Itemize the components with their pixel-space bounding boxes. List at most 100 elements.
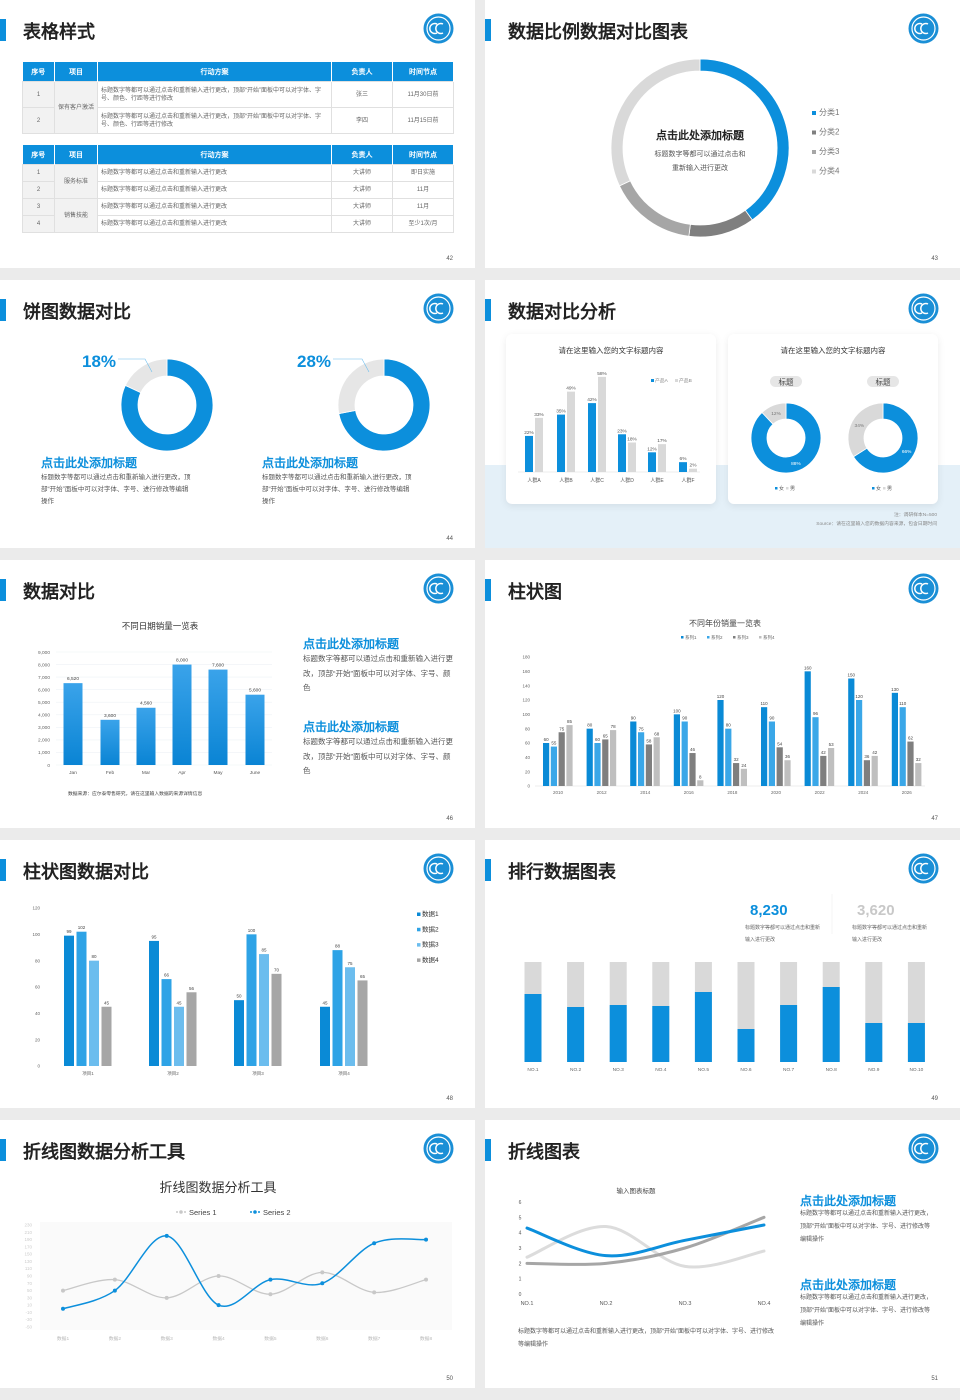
legend-label: 女 (779, 485, 784, 492)
bar-value-label: 120 (855, 694, 863, 699)
bar (557, 414, 565, 472)
axis-label: 人群E (650, 477, 664, 484)
bar (648, 452, 656, 472)
y-tick-label: 190 (24, 1237, 32, 1242)
page-number: 50 (446, 1376, 453, 1382)
logo-circle (908, 1133, 939, 1164)
logo-icon (908, 13, 939, 44)
x-tick-label: 数据7 (368, 1335, 381, 1342)
logo-mark (914, 862, 929, 875)
legend-label: 系列3 (737, 634, 749, 641)
cell-owner: 李四 (331, 107, 393, 134)
bar-value-label: 22% (524, 430, 534, 436)
data-point (112, 1288, 117, 1293)
bar (645, 744, 652, 786)
legend-swatch (417, 958, 421, 962)
bar-value-label: 96 (813, 711, 819, 716)
chart-layer: 折线图数据分析工具 -50 -30 -10 10 30 50 70 90 110 130 150 170… (24, 1180, 452, 1342)
slide45: 数据对比分析45请在这里输入您的文字标题内容请在这里输入您的文字标题内容22%3… (485, 280, 960, 548)
y-tick-label: 5,000 (38, 700, 50, 706)
series-line (525, 1225, 766, 1269)
y-tick-label: 150 (24, 1252, 32, 1257)
center-title: 点击此处添加标题 (656, 128, 745, 142)
data-point (268, 1277, 273, 1282)
logo-icon (423, 853, 454, 884)
y-tick-label: 120 (32, 906, 40, 911)
y-tick-label: 120 (522, 698, 530, 703)
card-title: 请在这里输入您的文字标题内容 (781, 345, 886, 355)
slide-title: 数据对比分析 (508, 302, 616, 322)
logo-circle (423, 293, 454, 324)
slide43: 数据比例数据对比图表 43 点击此处添加标题 标题数字等都可以通过点击和 重新输入进行更… (485, 0, 960, 268)
center-text: 标题数字等都可以通过点击和 (655, 149, 746, 158)
donut-slice (847, 402, 884, 458)
bar (725, 728, 732, 786)
page-number: 51 (931, 1376, 938, 1382)
donut-tag-label: 标题 (876, 377, 891, 387)
block-heading: 点击此处添加标题 (262, 456, 359, 470)
header-row: 序号 项目 行动方案 负责人 时间节点 (22, 145, 454, 165)
chart-title: 输入图表标题 (617, 1186, 657, 1195)
legend-label: Series 1 (189, 1208, 217, 1217)
title-accent-bar (0, 579, 6, 601)
x-tick-label: Apr (178, 770, 186, 776)
donut-slice (338, 358, 431, 452)
bar-value-label: 160 (804, 665, 812, 670)
bar-value-label: 49% (566, 386, 576, 392)
logo-mark (429, 1142, 444, 1155)
chart-layer: 0 20 40 60 80 100 120 99 102 80 45 项目1 95 66 45 56 项目2 50… (32, 906, 439, 1077)
y-tick-label: 170 (24, 1244, 32, 1249)
bar-value-label: 54 (777, 741, 783, 746)
bar (784, 760, 791, 786)
axis-label: 人群F (681, 477, 694, 484)
y-tick-label: 0 (527, 784, 530, 789)
logo-mark (429, 582, 444, 595)
y-tick-label: 60 (525, 741, 531, 746)
bar (174, 1006, 184, 1066)
bar-value-label: 6,520 (67, 676, 79, 682)
bar (345, 967, 355, 1066)
data-point (164, 1295, 169, 1300)
x-tick-label: 2012 (597, 790, 608, 795)
bar (64, 935, 74, 1066)
page-number: 42 (446, 256, 453, 262)
chart-layer: 不同日期销量一览表 0 1,000 2,000 3,000 4,000 5,000 6,000… (38, 621, 272, 797)
y-tick-label: 110 (25, 1266, 33, 1271)
bar-value-label: 75 (559, 726, 565, 731)
rank-bar-fill (780, 1005, 798, 1062)
legend-label: 分类1 (819, 107, 840, 117)
cell-plan: 标题数字等都可以通过点击和重新输入进行更改 (97, 198, 332, 216)
bar-value-label: 95 (151, 934, 157, 939)
logo-ring (911, 16, 936, 41)
table-row: 1 保有客户激活 标题数字等都可以通过点击和重新输入进行更改，顶部“开始”面板中可以… (22, 81, 454, 134)
legend-label: 分类3 (819, 146, 840, 156)
cell-group: 服务标准 (54, 164, 98, 199)
y-tick-label: 40 (35, 1011, 41, 1016)
slide-title: 饼图数据对比 (23, 302, 131, 322)
bar (525, 435, 533, 472)
bar (89, 960, 99, 1066)
column-header: 序号 (22, 62, 55, 82)
logo-ring (426, 296, 451, 321)
bar-value-label: 12% (647, 446, 657, 452)
bar-value-label: 70 (274, 967, 280, 972)
x-tick-label: NO.2 (570, 1067, 582, 1073)
bar-value-label: 24 (741, 763, 747, 768)
x-tick-label: 2016 (684, 790, 695, 795)
logo-icon (423, 13, 454, 44)
bar (856, 700, 863, 786)
x-tick-label: 数据4 (212, 1335, 225, 1342)
title-accent-bar (0, 19, 6, 41)
y-tick-label: -50 (25, 1325, 32, 1330)
bar-value-label: 78 (611, 724, 617, 729)
bar (628, 442, 636, 472)
x-tick-label: May (213, 770, 223, 776)
cell-owner: 大讲师 (331, 198, 393, 216)
logo-circle (423, 853, 454, 884)
bar-value-label: 110 (761, 701, 769, 706)
stat-value: 3,620 (857, 902, 895, 919)
logo-ring (426, 16, 451, 41)
bar-value-label: 35% (556, 409, 566, 415)
bar (689, 753, 696, 786)
bar (804, 671, 811, 786)
